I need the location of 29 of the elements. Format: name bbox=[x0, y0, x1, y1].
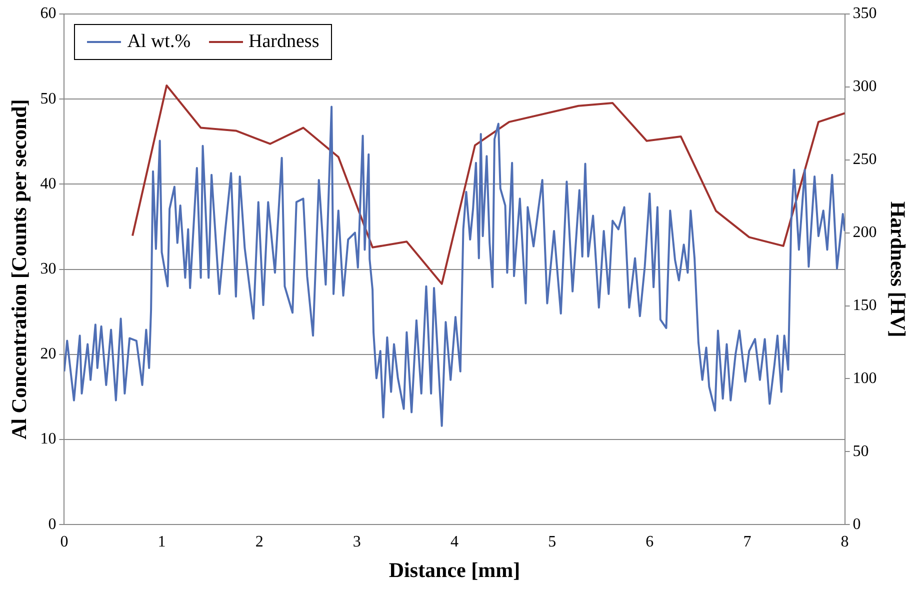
y-tick-label: 50 bbox=[40, 90, 56, 108]
x-tick-label: 1 bbox=[158, 533, 166, 550]
x-tick-label: 0 bbox=[60, 533, 68, 550]
y2-tick-label: 0 bbox=[852, 516, 861, 533]
x-tick-label: 5 bbox=[548, 533, 556, 550]
x-axis-title: Distance [mm] bbox=[388, 558, 520, 582]
x-tick-label: 4 bbox=[450, 533, 458, 550]
x-tick-label: 2 bbox=[255, 533, 264, 550]
y-tick-label: 20 bbox=[40, 346, 56, 363]
y2-tick-label: 350 bbox=[852, 5, 877, 22]
y-tick-label: 40 bbox=[40, 175, 56, 192]
x-tick-label: 6 bbox=[646, 533, 654, 550]
y2-tick-label: 250 bbox=[852, 151, 877, 168]
y-tick-label: 30 bbox=[40, 260, 56, 278]
y-axis-title: Al Concentration [Counts per second] bbox=[7, 99, 32, 440]
y-tick-label: 10 bbox=[40, 430, 56, 448]
y-tick-label: 60 bbox=[40, 5, 56, 22]
legend-label: Al wt.% bbox=[127, 31, 191, 53]
y2-axis-title: Hardness [HV] bbox=[886, 201, 910, 338]
y2-tick-label: 50 bbox=[852, 442, 869, 460]
x-tick-label: 7 bbox=[743, 533, 752, 550]
y2-tick-label: 100 bbox=[852, 370, 877, 387]
legend-label: Hardness bbox=[248, 31, 320, 53]
y-tick-label: 0 bbox=[48, 516, 56, 533]
x-tick-label: 3 bbox=[352, 533, 361, 550]
x-tick-label: 8 bbox=[840, 533, 849, 550]
y2-tick-label: 200 bbox=[852, 224, 877, 242]
y2-tick-label: 150 bbox=[852, 296, 877, 314]
y2-tick-label: 300 bbox=[852, 78, 877, 96]
